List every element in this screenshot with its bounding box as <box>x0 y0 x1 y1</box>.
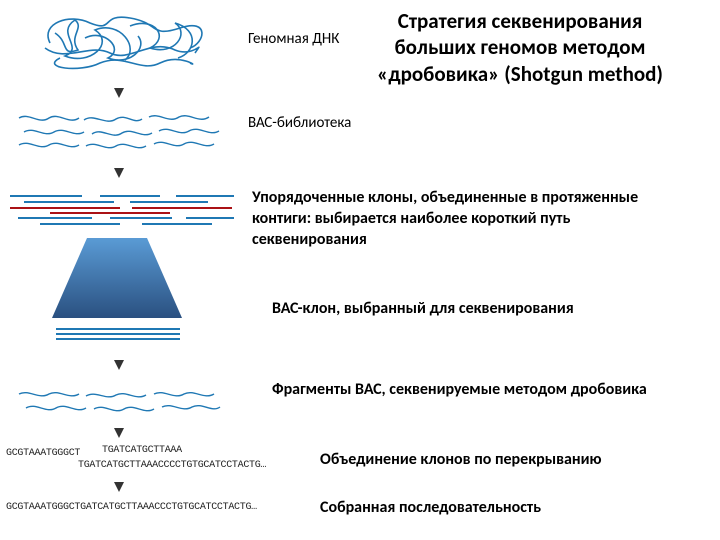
overlap-caption: Объединение клонов по перекрыванию <box>320 450 700 471</box>
bac-fragments-graphic <box>14 388 224 416</box>
arrow-icon <box>114 88 124 98</box>
contigs-caption: Упорядоченные клоны, объединенные в прот… <box>252 188 682 250</box>
bac-clone-caption: ВАС-клон, выбранный для секвенирования <box>272 299 692 320</box>
bac-library-graphic <box>14 110 224 152</box>
arrow-icon <box>114 360 124 370</box>
arrow-icon <box>114 168 124 178</box>
seq-fragment-1: GCGTAAATGGGCT <box>6 448 80 459</box>
label-genomic-dna: Геномная ДНК <box>248 30 348 48</box>
arrow-icon <box>114 428 124 438</box>
assembled-caption: Собранная последовательность <box>320 498 700 519</box>
seq-assembled: GCGTAAATGGGCTGATCATGCTTAAACCCTGTGCATCCTA… <box>6 502 257 513</box>
label-bac-library: ВАС-библиотека <box>248 114 358 132</box>
trapezoid-graphic <box>52 238 182 318</box>
contigs-graphic <box>10 195 235 231</box>
arrow-icon <box>114 482 124 492</box>
bac-fragments-caption: Фрагменты ВАС, секвенируемые методом дро… <box>272 380 692 401</box>
page-title: Стратегия секвенирования больших геномов… <box>360 8 680 87</box>
genomic-dna-graphic <box>30 8 210 78</box>
seq-fragment-3: TGATCATGCTTAAACCCCTGTGCATCCTACTG… <box>78 460 266 471</box>
seq-fragment-2: TGATCATGCTTAAA <box>102 445 182 456</box>
bac-clone-graphic <box>56 328 180 340</box>
